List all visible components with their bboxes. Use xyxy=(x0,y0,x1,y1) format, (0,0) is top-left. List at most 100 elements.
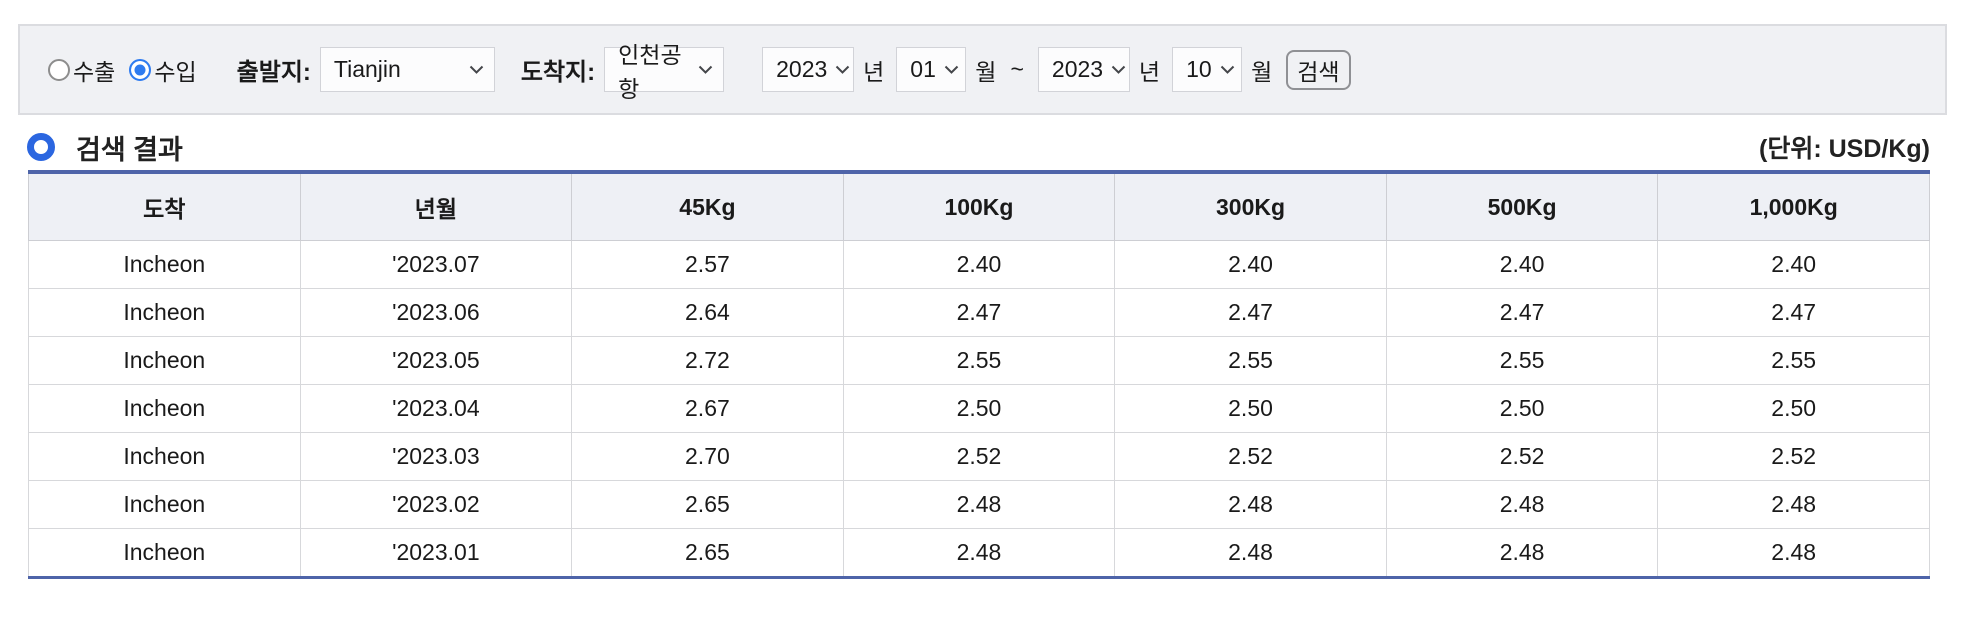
table-row: Incheon '2023.01 2.65 2.48 2.48 2.48 2.48 xyxy=(28,528,1930,578)
unit-label: (단위: USD/Kg) xyxy=(1759,135,1930,163)
table-cell: 2.67 xyxy=(571,384,844,433)
chevron-down-icon xyxy=(1103,65,1126,75)
table-cell: '2023.07 xyxy=(299,240,573,289)
table-cell: 2.47 xyxy=(842,288,1116,337)
header-row: 도착 년월 45Kg 100Kg 300Kg 500Kg 1,000Kg xyxy=(28,172,1930,241)
to-year-unit: 년 xyxy=(1138,58,1161,85)
table-cell: '2023.01 xyxy=(299,528,573,578)
table-cell: 2.47 xyxy=(1114,288,1387,337)
table-cell: Incheon xyxy=(28,480,301,529)
table-cell: Incheon xyxy=(28,240,301,289)
from-year-select[interactable]: 2023 xyxy=(762,47,855,92)
column-header: 년월 xyxy=(299,172,573,241)
table-row: Incheon '2023.04 2.67 2.50 2.50 2.50 2.50 xyxy=(28,384,1930,433)
table-cell: 2.47 xyxy=(1385,288,1659,337)
chevron-down-icon xyxy=(461,65,484,75)
table-cell: Incheon xyxy=(28,336,301,385)
chevron-down-icon xyxy=(936,65,959,75)
to-year-value: 2023 xyxy=(1051,56,1104,82)
table-cell: 2.52 xyxy=(1657,432,1930,481)
to-month-value: 10 xyxy=(1186,56,1212,82)
table-cell: 2.52 xyxy=(1385,432,1659,481)
column-header: 1,000Kg xyxy=(1657,172,1930,241)
table-cell: 2.48 xyxy=(1114,480,1387,529)
table-cell: 2.64 xyxy=(571,288,844,337)
results-bullet-icon xyxy=(27,133,55,161)
table-cell: '2023.04 xyxy=(299,384,573,433)
from-year-value: 2023 xyxy=(776,56,828,82)
radio-export[interactable]: 수출 xyxy=(48,53,115,87)
chevron-down-icon xyxy=(690,65,713,75)
table-cell: '2023.02 xyxy=(299,480,573,529)
table-cell: 2.48 xyxy=(1657,528,1930,578)
table-cell: Incheon xyxy=(28,528,301,578)
period-separator: ~ xyxy=(1010,56,1024,82)
chevron-down-icon xyxy=(827,65,850,75)
origin-select[interactable]: Tianjin xyxy=(319,47,495,92)
table-row: Incheon '2023.02 2.65 2.48 2.48 2.48 2.48 xyxy=(28,480,1930,529)
from-month-value: 01 xyxy=(910,56,936,82)
rate-table: 도착 년월 45Kg 100Kg 300Kg 500Kg 1,000Kg Incheon '2… xyxy=(28,170,1930,579)
radio-export-label: 수출 xyxy=(73,58,116,85)
table-body: Incheon '2023.07 2.57 2.40 2.40 2.40 2.40 Inche… xyxy=(28,240,1930,578)
table-row: Incheon '2023.07 2.57 2.40 2.40 2.40 2.40 xyxy=(28,240,1930,289)
table-cell: 2.40 xyxy=(1657,240,1930,289)
to-month-select[interactable]: 10 xyxy=(1172,47,1243,92)
destination-label: 도착지: xyxy=(520,59,596,86)
table-cell: 2.55 xyxy=(842,336,1116,385)
table-cell: 2.48 xyxy=(1385,480,1659,529)
table-cell: 2.55 xyxy=(1385,336,1659,385)
table-row: Incheon '2023.05 2.72 2.55 2.55 2.55 2.55 xyxy=(28,336,1930,385)
radio-export-circle[interactable] xyxy=(48,58,70,81)
origin-label: 출발지: xyxy=(236,59,311,86)
table-cell: 2.47 xyxy=(1657,288,1930,337)
destination-select[interactable]: 인천공항 xyxy=(604,42,725,102)
radio-import-label: 수입 xyxy=(154,58,197,85)
radio-import-circle[interactable] xyxy=(129,58,152,81)
filter-bar: 수출 수입 출발지: Tianjin 도착지: 인천공항 2023 년 xyxy=(18,24,1947,115)
table-cell: 2.72 xyxy=(571,336,844,385)
chevron-down-icon xyxy=(1212,65,1235,75)
from-month-select[interactable]: 01 xyxy=(896,47,967,92)
table-cell: 2.40 xyxy=(1385,240,1659,289)
table-cell: Incheon xyxy=(28,384,301,433)
table-cell: Incheon xyxy=(28,288,301,337)
table-cell: 2.48 xyxy=(842,528,1116,578)
table-cell: 2.50 xyxy=(1114,384,1387,433)
table-cell: 2.48 xyxy=(1657,480,1930,529)
column-header: 45Kg xyxy=(571,172,844,241)
results-title: 검색 결과 xyxy=(76,134,183,165)
table-cell: 2.50 xyxy=(842,384,1116,433)
table-cell: 2.48 xyxy=(842,480,1116,529)
table-cell: 2.65 xyxy=(571,528,844,578)
to-year-select[interactable]: 2023 xyxy=(1037,47,1130,92)
table-cell: 2.50 xyxy=(1657,384,1930,433)
column-header: 100Kg xyxy=(842,172,1116,241)
table-cell: 2.65 xyxy=(571,480,844,529)
table-cell: 2.48 xyxy=(1114,528,1387,578)
table-cell: 2.70 xyxy=(571,432,844,481)
table-cell: Incheon xyxy=(28,432,301,481)
results-header: 검색 결과 (단위: USD/Kg) xyxy=(27,126,1930,168)
column-header: 500Kg xyxy=(1385,172,1659,241)
table-cell: '2023.06 xyxy=(299,288,573,337)
radio-import[interactable]: 수입 xyxy=(129,53,197,87)
table-cell: 2.40 xyxy=(1114,240,1387,289)
table-cell: 2.57 xyxy=(571,240,844,289)
column-header: 300Kg xyxy=(1114,172,1387,241)
table-cell: 2.55 xyxy=(1114,336,1387,385)
table-cell: 2.52 xyxy=(842,432,1116,481)
table-row: Incheon '2023.06 2.64 2.47 2.47 2.47 2.47 xyxy=(28,288,1930,337)
table-row: Incheon '2023.03 2.70 2.52 2.52 2.52 2.52 xyxy=(28,432,1930,481)
table-cell: 2.55 xyxy=(1657,336,1930,385)
origin-select-value: Tianjin xyxy=(333,56,401,82)
table-cell: 2.52 xyxy=(1114,432,1387,481)
from-month-unit: 월 xyxy=(975,58,997,85)
table-cell: '2023.05 xyxy=(299,336,573,385)
table-cell: 2.40 xyxy=(842,240,1116,289)
table-cell: 2.50 xyxy=(1385,384,1659,433)
search-button[interactable]: 검색 xyxy=(1286,49,1351,90)
destination-select-value: 인천공항 xyxy=(618,41,682,102)
table-cell: '2023.03 xyxy=(299,432,573,481)
